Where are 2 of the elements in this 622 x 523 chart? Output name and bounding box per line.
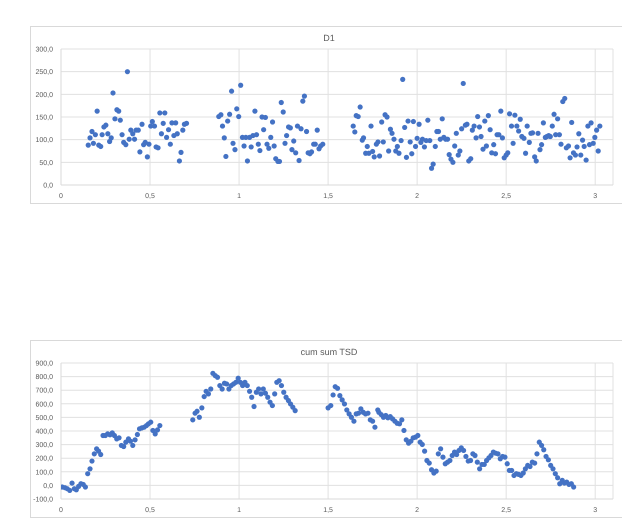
chart-title: D1 — [322, 33, 336, 45]
chart-title: cum sum TSD — [300, 347, 358, 359]
